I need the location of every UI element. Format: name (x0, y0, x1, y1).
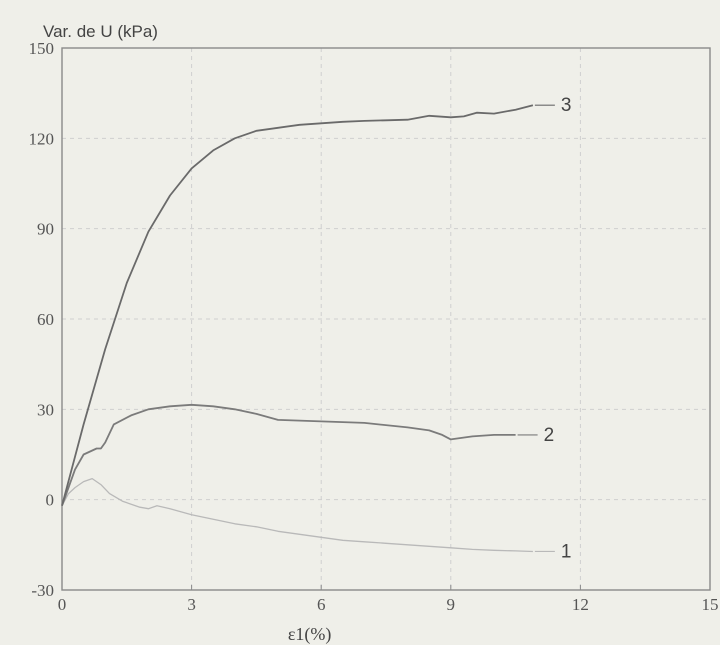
x-tick-label: 3 (187, 595, 196, 614)
series-1-label: 1 (561, 541, 572, 562)
y-tick-label: -30 (31, 581, 54, 600)
series-2-label: 2 (544, 425, 555, 446)
x-tick-label: 0 (58, 595, 67, 614)
y-tick-label: 120 (29, 129, 55, 148)
x-tick-label: 15 (702, 595, 719, 614)
y-tick-label: 30 (37, 400, 54, 419)
y-tick-label: 60 (37, 310, 54, 329)
series-1-line (61, 477, 533, 553)
y-axis-label: Var. de U (kPa) (43, 22, 158, 41)
grid (62, 48, 710, 590)
plot-frame (61, 47, 711, 591)
x-tick-label: 6 (317, 595, 326, 614)
y-tick-label: 90 (37, 220, 54, 239)
series-lines (61, 104, 534, 553)
y-tick-label: 0 (46, 491, 55, 510)
y-tick-label: 150 (29, 39, 55, 58)
series-3-line (61, 104, 534, 506)
series-3-label: 3 (561, 95, 572, 116)
series-2-line (61, 403, 516, 507)
x-axis-label: ε1(%) (288, 624, 332, 645)
x-tick-label: 12 (572, 595, 589, 614)
x-tick-label: 9 (447, 595, 456, 614)
series-labels: 1 2 3 (517, 95, 572, 562)
